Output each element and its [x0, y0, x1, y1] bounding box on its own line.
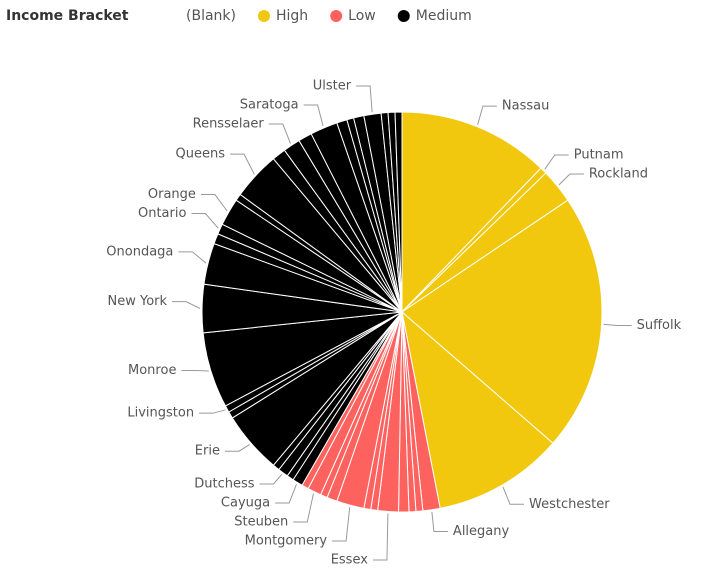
- slice-label: Onondaga: [106, 244, 173, 259]
- slice-label: Monroe: [128, 363, 176, 378]
- slice-label: Rensselaer: [193, 116, 265, 131]
- slice-label: Putnam: [574, 148, 624, 163]
- leader-line: [172, 301, 201, 309]
- pie-slice: [401, 310, 554, 509]
- slice-label: Livingston: [127, 406, 194, 421]
- slice-label: New York: [108, 294, 168, 309]
- leader-line: [502, 486, 524, 505]
- slice-label: Orange: [148, 187, 196, 202]
- leader-line: [603, 323, 632, 327]
- slice-label: Rockland: [589, 167, 648, 182]
- legend-swatch: [397, 10, 410, 22]
- slice-label: Ulster: [313, 78, 352, 93]
- leader-line: [199, 409, 226, 414]
- legend-swatch: [330, 10, 343, 22]
- leader-line: [259, 474, 283, 485]
- slice-label: Nassau: [502, 99, 549, 114]
- slice-label: Montgomery: [245, 534, 328, 549]
- slice-label: Allegany: [453, 524, 510, 539]
- leader-line: [431, 511, 448, 533]
- leader-line: [181, 369, 209, 372]
- leader-line: [477, 105, 497, 125]
- slice-label: Suffolk: [637, 318, 682, 333]
- slice-label: Saratoga: [240, 97, 299, 112]
- pie-slice: [401, 111, 542, 314]
- legend-label: High: [276, 8, 308, 24]
- slice-label: Essex: [331, 553, 369, 568]
- legend-label: Low: [348, 8, 376, 24]
- legend-swatch: [257, 10, 270, 22]
- slice-label: Cayuga: [221, 496, 270, 511]
- legend-label: Medium: [416, 8, 472, 24]
- slice-label: Erie: [195, 444, 220, 459]
- leader-line: [303, 104, 324, 127]
- leader-line: [224, 444, 250, 452]
- pie-slice: [394, 111, 403, 313]
- leader-line: [293, 493, 314, 523]
- slice-label: Westchester: [529, 497, 610, 512]
- slice-label: Queens: [176, 147, 226, 162]
- leader-line: [200, 194, 228, 212]
- legend-label: (Blank): [186, 8, 236, 24]
- leader-line: [191, 213, 219, 229]
- leader-line: [372, 513, 389, 561]
- leader-line: [268, 123, 291, 144]
- slice-label: Steuben: [234, 515, 288, 530]
- leader-line: [230, 153, 255, 175]
- leader-line: [275, 484, 297, 504]
- leader-line: [178, 251, 207, 264]
- leader-line: [332, 507, 351, 542]
- leader-line: [356, 85, 373, 113]
- legend-title: Income Bracket: [6, 8, 129, 24]
- leader-line: [544, 154, 569, 170]
- pie-slice: [401, 199, 603, 444]
- slice-label: Ontario: [138, 206, 186, 221]
- leader-line: [558, 173, 584, 186]
- slice-label: Dutchess: [194, 477, 255, 492]
